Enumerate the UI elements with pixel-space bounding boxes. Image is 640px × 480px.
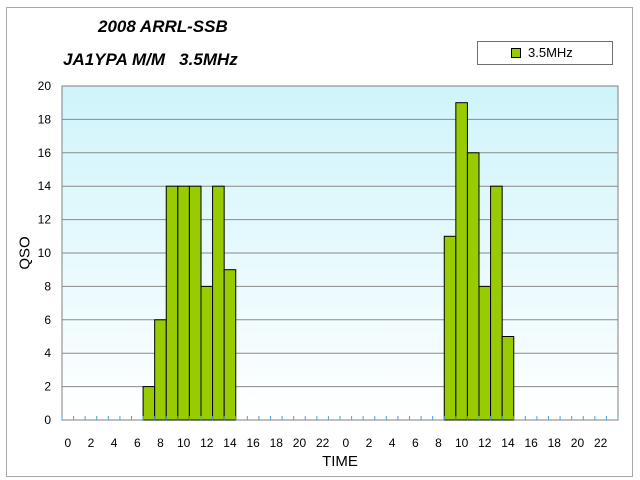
x-tick-label: 8 xyxy=(435,436,442,450)
x-tick-label: 18 xyxy=(270,436,284,450)
y-tick-label: 10 xyxy=(38,246,52,260)
bar xyxy=(466,152,480,421)
chart-title-line1: 2008 ARRL-SSB xyxy=(98,17,228,36)
x-tick-label: 4 xyxy=(389,436,396,450)
x-tick-label: 2 xyxy=(88,436,95,450)
bar xyxy=(478,285,492,421)
x-tick-label: 22 xyxy=(594,436,608,450)
x-tick-label: 12 xyxy=(200,436,214,450)
x-tick-label: 20 xyxy=(571,436,585,450)
bar xyxy=(165,185,179,421)
bar xyxy=(490,185,503,421)
x-tick-label: 10 xyxy=(455,436,469,450)
x-tick-label: 0 xyxy=(342,436,349,450)
y-tick-label: 16 xyxy=(38,146,52,160)
legend: 3.5MHz xyxy=(477,41,613,65)
bar xyxy=(154,319,167,421)
bar xyxy=(188,185,202,421)
x-tick-label: 16 xyxy=(246,436,260,450)
x-tick-label: 22 xyxy=(316,436,330,450)
x-tick-label: 14 xyxy=(501,436,515,450)
x-tick-label: 12 xyxy=(478,436,492,450)
x-tick-label: 2 xyxy=(366,436,373,450)
bar xyxy=(501,336,515,421)
x-tick-label: 0 xyxy=(64,436,71,450)
x-tick-label: 20 xyxy=(293,436,307,450)
bar xyxy=(177,185,190,421)
bar xyxy=(455,102,468,421)
y-tick-label: 0 xyxy=(44,413,51,427)
y-tick-label: 4 xyxy=(44,346,51,360)
bar xyxy=(443,235,457,421)
legend-swatch xyxy=(511,48,521,58)
x-tick-label: 18 xyxy=(548,436,562,450)
bar xyxy=(212,185,225,421)
bar xyxy=(142,386,156,421)
x-axis-label: TIME xyxy=(322,453,358,470)
y-tick-label: 8 xyxy=(44,279,51,293)
x-tick-label: 10 xyxy=(177,436,191,450)
legend-label: 3.5MHz xyxy=(528,45,573,60)
chart-title-line2: JA1YPA M/M 3.5MHz xyxy=(63,50,238,69)
x-tick-label: 16 xyxy=(524,436,538,450)
y-tick-label: 2 xyxy=(44,380,51,394)
y-tick-label: 12 xyxy=(38,213,52,227)
x-tick-label: 14 xyxy=(223,436,237,450)
x-tick-label: 6 xyxy=(134,436,141,450)
y-tick-label: 20 xyxy=(38,79,52,93)
bar xyxy=(223,269,237,421)
x-tick-label: 6 xyxy=(412,436,419,450)
y-tick-label: 14 xyxy=(38,179,52,193)
x-tick-label: 8 xyxy=(157,436,164,450)
y-tick-label: 18 xyxy=(38,112,52,126)
x-tick-label: 4 xyxy=(111,436,118,450)
y-tick-label: 6 xyxy=(44,313,51,327)
bar xyxy=(200,285,214,421)
